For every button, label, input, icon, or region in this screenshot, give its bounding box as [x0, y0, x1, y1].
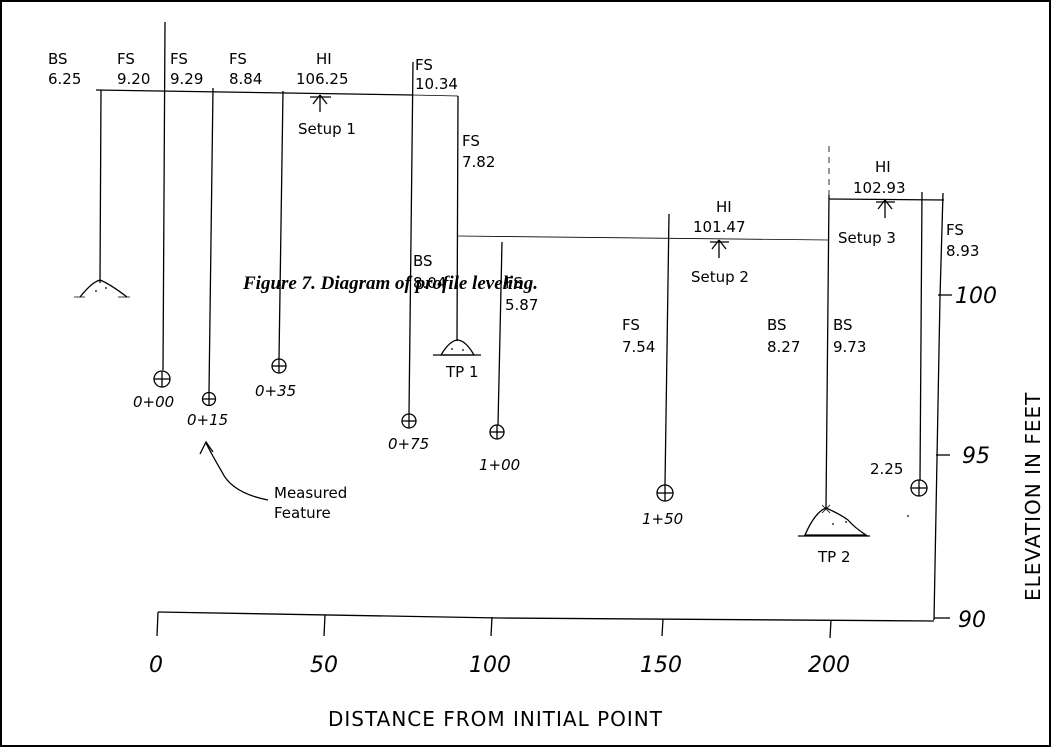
reading-10-type: FS [622, 316, 640, 334]
reading-3-type: FS [170, 50, 188, 68]
measured-feature-arrowhead [199, 440, 214, 455]
reading-8-type: BS [413, 252, 433, 270]
reading-7-value: 7.82 [462, 153, 495, 171]
staff-0-35 [278, 90, 284, 360]
reading-4-type: FS [229, 50, 247, 68]
speck [907, 515, 909, 517]
reading-15-type: FS [946, 221, 964, 239]
measured-feature-label-line-2: Feature [274, 504, 331, 522]
station-1-50-label: 1+50 [642, 510, 683, 528]
reading-1-type: BS [48, 50, 68, 68]
reading-11-value: 101.47 [693, 218, 746, 236]
sight-line-setup-3 [828, 198, 945, 201]
reading-14-value: 102.93 [853, 179, 906, 197]
staff-tp-2 [825, 194, 830, 509]
x-tick-label-50: 50 [310, 653, 338, 678]
reading-9-value: 5.87 [505, 296, 538, 314]
figure-caption: Figure 7. Diagram of profile leveling. [242, 273, 538, 294]
setup-1-label: Setup 1 [298, 120, 356, 138]
station-0-00-marker-icon [153, 370, 171, 388]
staff-1-00 [497, 241, 503, 426]
setup-2-label: Setup 2 [691, 268, 749, 286]
reading-6-value: 10.34 [415, 75, 458, 93]
staff-bs-initial [99, 89, 102, 284]
y-tick-label-100: 100 [955, 284, 997, 309]
y-tick-label-90: 90 [958, 608, 986, 633]
reading-11-type: HI [716, 198, 732, 216]
reading-5-value: 106.25 [296, 70, 349, 88]
x-tick-0 [156, 611, 159, 637]
reading-13-value: 9.73 [833, 338, 866, 356]
reading-12-type: BS [767, 316, 787, 334]
initial-benchmark-mound-icon [74, 279, 130, 298]
station-0-35-label: 0+35 [255, 382, 296, 400]
reading-10-value: 7.54 [622, 338, 655, 356]
reading-5-type: HI [316, 50, 332, 68]
measured-feature-label-line-1: Measured [274, 484, 347, 502]
x-tick-label-100: 100 [469, 653, 511, 678]
station-0-75-label: 0+75 [388, 435, 429, 453]
reading-12-value: 8.27 [767, 338, 800, 356]
y-tick-label-95: 95 [962, 444, 990, 469]
reading-8-value: 8.04 [413, 274, 446, 292]
x-tick-200 [829, 619, 832, 639]
staff-0-00 [162, 21, 166, 371]
staff-2-25 [919, 191, 923, 481]
y-axis-title: ELEVATION IN FEET [1021, 392, 1045, 601]
station-0-15-label: 0+15 [187, 411, 228, 429]
station-1-00-label: 1+00 [479, 456, 520, 474]
point-2-25-marker-icon [910, 479, 928, 497]
reading-7-type: FS [462, 132, 480, 150]
x-tick-50 [323, 614, 326, 637]
y-axis [933, 294, 952, 621]
station-0-00-label: 0+00 [133, 393, 174, 411]
x-axis-line [157, 611, 935, 622]
reading-2-type: FS [117, 50, 135, 68]
staff-0-15 [208, 87, 214, 393]
reading-6-type: FS [415, 56, 433, 74]
x-axis [156, 611, 935, 639]
x-axis-title: DISTANCE FROM INITIAL POINT [328, 707, 663, 731]
station-1-50-marker-icon [656, 484, 674, 502]
reading-15-value: 8.93 [946, 242, 979, 260]
measured-feature-arrow [205, 442, 269, 501]
reading-2-value: 9.20 [117, 70, 150, 88]
turning-point-1-icon [433, 339, 481, 356]
x-tick-label-0: 0 [149, 653, 163, 678]
x-tick-100 [490, 616, 493, 637]
sight-line-setup-2 [457, 235, 829, 241]
reading-13-type: BS [833, 316, 853, 334]
reading-1-value: 6.25 [48, 70, 81, 88]
station-0-35-marker-icon [271, 358, 287, 374]
staff-0-75 [408, 61, 414, 415]
turning-point-2-icon [798, 504, 870, 537]
tp-2-label: TP 2 [817, 548, 851, 566]
sight-line-setup-1 [95, 89, 414, 96]
extra-reading-label: 2.25 [870, 460, 903, 478]
setup-3-label: Setup 3 [838, 229, 896, 247]
reading-14-type: HI [875, 158, 891, 176]
reading-9-type: FS [505, 274, 523, 292]
staff-fs-right [939, 192, 944, 298]
staff-tp-1 [456, 95, 459, 342]
x-tick-150 [661, 618, 664, 637]
station-1-00-marker-icon [489, 424, 505, 440]
reading-3-value: 9.29 [170, 70, 203, 88]
x-tick-label-200: 200 [808, 653, 850, 678]
setup-1-instrument-icon [310, 94, 331, 112]
setup-2-instrument-icon [710, 239, 729, 258]
tp-1-label: TP 1 [445, 363, 479, 381]
staff-1-50 [664, 213, 670, 486]
y-axis-line [933, 296, 941, 621]
setup-3-instrument-icon [876, 199, 895, 218]
x-tick-label-150: 150 [640, 653, 682, 678]
station-0-75-marker-icon [401, 413, 417, 429]
reading-4-value: 8.84 [229, 70, 262, 88]
station-0-15-marker-icon [201, 391, 217, 407]
sight-line-setup-1-extension [412, 94, 459, 97]
